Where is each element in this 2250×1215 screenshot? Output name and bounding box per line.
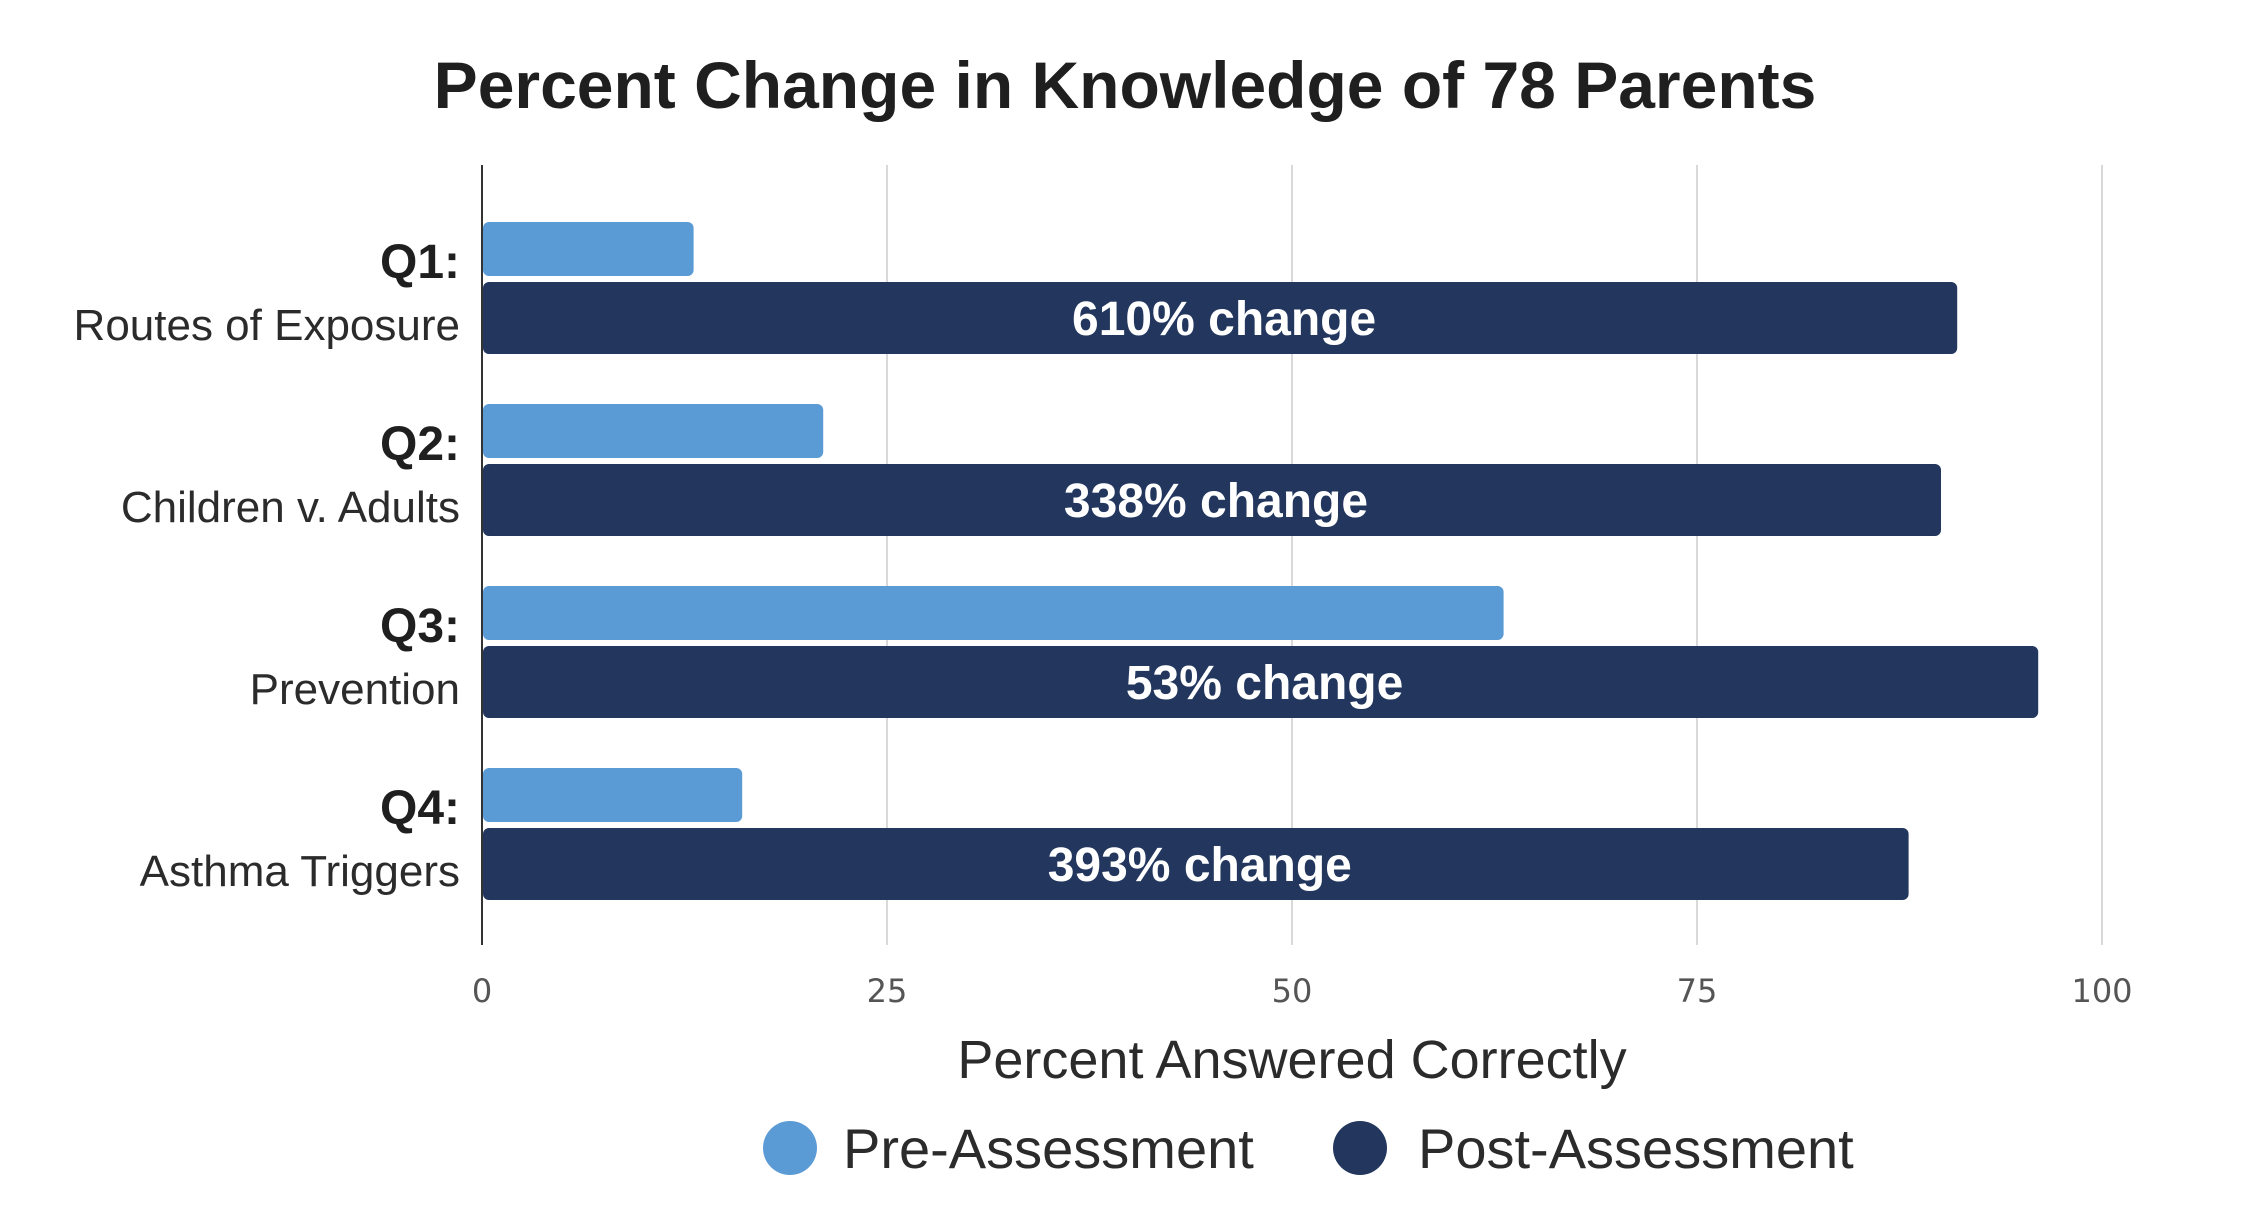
category-code-q1: Q1: bbox=[380, 236, 460, 289]
x-axis-label: Percent Answered Correctly bbox=[957, 1030, 1626, 1090]
x-tick-label-50: 50 bbox=[1272, 972, 1313, 1010]
x-tick-label-25: 25 bbox=[867, 972, 908, 1010]
bar-pre-assessment-q4 bbox=[483, 768, 743, 822]
bar-annotation-q3: 53% change bbox=[1126, 657, 1403, 710]
chart-title: Percent Change in Knowledge of 78 Parent… bbox=[434, 48, 1817, 122]
x-tick-label-0: 0 bbox=[472, 972, 492, 1010]
bar-post-assessment-q2 bbox=[483, 464, 1941, 536]
category-code-q3: Q3: bbox=[380, 600, 460, 653]
labels: Percent Change in Knowledge of 78 Parent… bbox=[74, 48, 2133, 1180]
category-name-q2: Children v. Adults bbox=[121, 483, 460, 532]
legend-label-post-assessment: Post-Assessment bbox=[1418, 1117, 1854, 1180]
bar-pre-assessment-q1 bbox=[483, 222, 694, 276]
bar-annotation-q1: 610% change bbox=[1072, 293, 1376, 346]
legend-label-pre-assessment: Pre-Assessment bbox=[843, 1117, 1254, 1180]
bar-post-assessment-q1 bbox=[483, 282, 1958, 354]
bar-annotation-q2: 338% change bbox=[1064, 475, 1368, 528]
x-tick-label-100: 100 bbox=[2071, 972, 2132, 1010]
bars bbox=[483, 222, 2039, 900]
category-name-q3: Prevention bbox=[250, 665, 460, 714]
bar-post-assessment-q3 bbox=[483, 646, 2039, 718]
category-code-q4: Q4: bbox=[380, 782, 460, 835]
legend-marker-post-assessment bbox=[1333, 1121, 1387, 1175]
category-name-q4: Asthma Triggers bbox=[140, 847, 460, 896]
category-code-q2: Q2: bbox=[380, 418, 460, 471]
bar-post-assessment-q4 bbox=[483, 828, 1909, 900]
legend-marker-pre-assessment bbox=[763, 1121, 817, 1175]
x-tick-label-75: 75 bbox=[1677, 972, 1718, 1010]
bar-pre-assessment-q3 bbox=[483, 586, 1504, 640]
bar-pre-assessment-q2 bbox=[483, 404, 824, 458]
category-name-q1: Routes of Exposure bbox=[74, 301, 460, 350]
bar-annotation-q4: 393% change bbox=[1048, 839, 1352, 892]
